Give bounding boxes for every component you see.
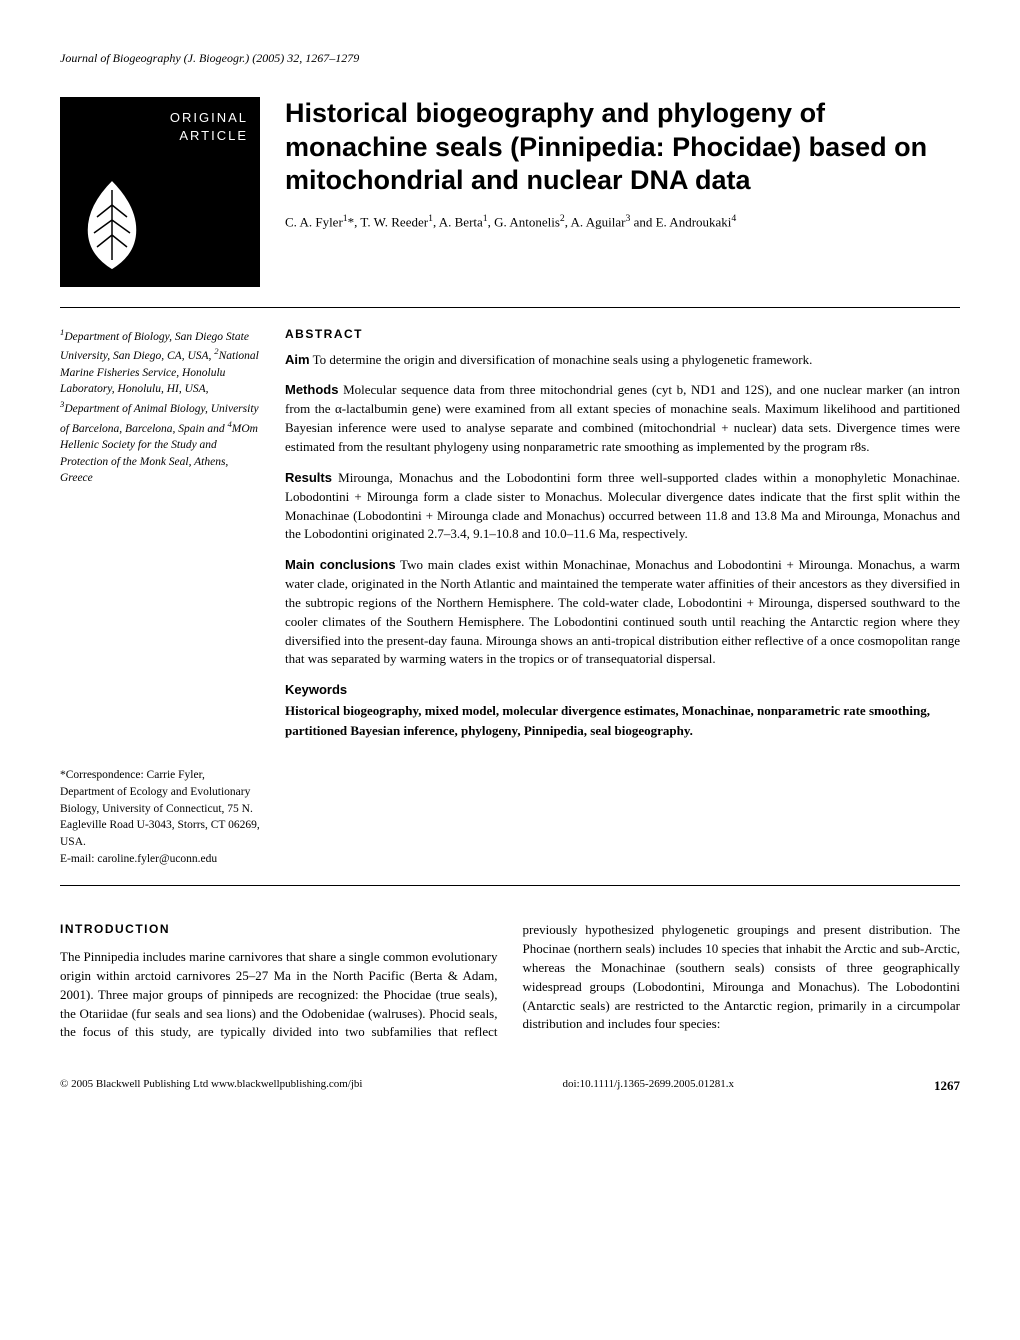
- article-title: Historical biogeography and phylogeny of…: [285, 97, 960, 198]
- conclusions-label: Main conclusions: [285, 557, 396, 572]
- badge-line2: ARTICLE: [179, 128, 248, 143]
- abstract-results: Results Mirounga, Monachus and the Lobod…: [285, 469, 960, 544]
- divider-top: [60, 307, 960, 308]
- abstract-section: 1Department of Biology, San Diego State …: [60, 326, 960, 867]
- abstract-conclusions: Main conclusions Two main clades exist w…: [285, 556, 960, 669]
- badge-type-text: ORIGINAL ARTICLE: [72, 109, 248, 145]
- results-text: Mirounga, Monachus and the Lobodontini f…: [285, 470, 960, 542]
- results-label: Results: [285, 470, 332, 485]
- abstract-methods: Methods Molecular sequence data from thr…: [285, 381, 960, 456]
- aim-text: To determine the origin and diversificat…: [310, 352, 813, 367]
- article-type-badge: ORIGINAL ARTICLE: [60, 97, 260, 287]
- footer-copyright: © 2005 Blackwell Publishing Ltd www.blac…: [60, 1077, 362, 1095]
- badge-line1: ORIGINAL: [170, 110, 248, 125]
- introduction-section: INTRODUCTION The Pinnipedia includes mar…: [60, 921, 960, 1042]
- top-section: ORIGINAL ARTICLE Historical biogeography…: [60, 97, 960, 287]
- abstract-column: ABSTRACT Aim To determine the origin and…: [285, 326, 960, 867]
- page-footer: © 2005 Blackwell Publishing Ltd www.blac…: [60, 1077, 960, 1095]
- methods-label: Methods: [285, 382, 338, 397]
- methods-text: Molecular sequence data from three mitoc…: [285, 382, 960, 454]
- conclusions-text: Two main clades exist within Monachinae,…: [285, 557, 960, 666]
- leaf-icon: [72, 175, 152, 275]
- authors-list: C. A. Fyler1*, T. W. Reeder1, A. Berta1,…: [285, 212, 960, 232]
- keywords-text: Historical biogeography, mixed model, mo…: [285, 701, 960, 740]
- badge-column: ORIGINAL ARTICLE: [60, 97, 260, 287]
- divider-bottom: [60, 885, 960, 886]
- intro-heading: INTRODUCTION: [60, 921, 498, 938]
- affiliations: 1Department of Biology, San Diego State …: [60, 326, 260, 487]
- intro-text: The Pinnipedia includes marine carnivore…: [60, 921, 960, 1042]
- abstract-aim: Aim To determine the origin and diversif…: [285, 351, 960, 370]
- journal-header: Journal of Biogeography (J. Biogeogr.) (…: [60, 50, 960, 67]
- footer-page-number: 1267: [934, 1077, 960, 1095]
- abstract-heading: ABSTRACT: [285, 326, 960, 343]
- keywords-heading: Keywords: [285, 681, 960, 699]
- aim-label: Aim: [285, 352, 310, 367]
- footer-doi: doi:10.1111/j.1365-2699.2005.01281.x: [563, 1077, 734, 1095]
- affiliation-column: 1Department of Biology, San Diego State …: [60, 326, 260, 867]
- title-column: Historical biogeography and phylogeny of…: [285, 97, 960, 287]
- correspondence: *Correspondence: Carrie Fyler, Departmen…: [60, 767, 260, 867]
